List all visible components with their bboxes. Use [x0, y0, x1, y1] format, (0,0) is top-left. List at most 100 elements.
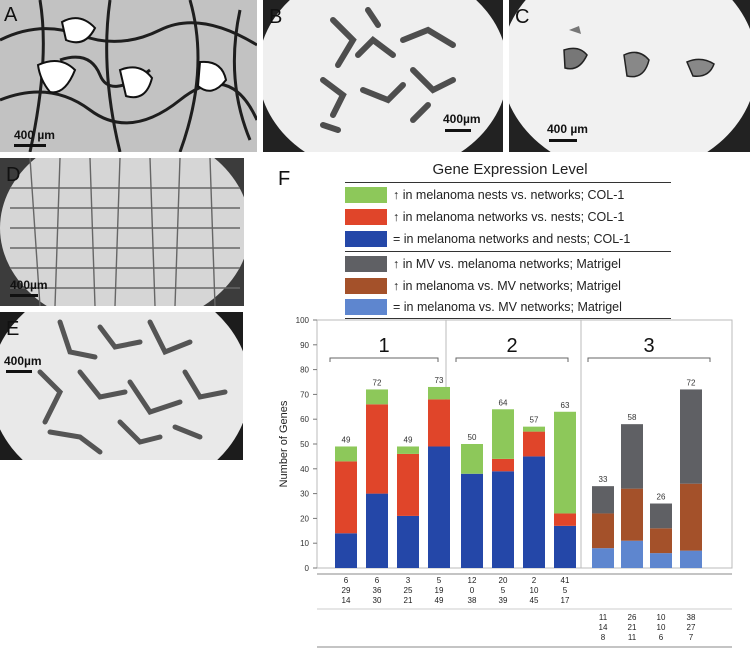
- panel-c-micrograph: C 400 µm: [509, 0, 750, 152]
- legend-text-3: ↑ in MV vs. melanoma networks; Matrigel: [393, 257, 621, 271]
- bar-total-label: 50: [468, 433, 477, 442]
- panel-f-label: F: [278, 168, 291, 190]
- bar-segment: [397, 446, 419, 454]
- panel-d-network-image: [0, 158, 244, 306]
- bar-segment: [461, 473, 483, 568]
- table-cell: 8: [601, 633, 606, 642]
- bar-segment: [492, 471, 514, 568]
- bar-segment: [650, 528, 672, 554]
- bar-segment: [523, 431, 545, 457]
- panel-c-nests-image: [509, 0, 750, 152]
- panel-c-scale-label: 400 µm: [547, 122, 588, 136]
- bar-segment: [523, 426, 545, 432]
- table-cell: 5: [437, 576, 442, 585]
- panel-a-scale-label: 400 µm: [14, 128, 55, 142]
- table-cell: 5: [563, 586, 568, 595]
- table-cell: 10: [530, 586, 539, 595]
- group-bracket: [455, 357, 569, 362]
- table-cell: 21: [628, 623, 637, 632]
- y-tick-label: 60: [300, 415, 309, 424]
- y-tick-label: 0: [305, 564, 310, 573]
- bar-segment: [650, 553, 672, 568]
- table-cell: 14: [599, 623, 608, 632]
- table-cell: 38: [468, 596, 477, 605]
- table-cell: 10: [657, 613, 666, 622]
- bar-total-label: 57: [530, 416, 539, 425]
- group-label: 2: [506, 335, 517, 357]
- panel-e-micrograph: E 400µm: [0, 312, 243, 460]
- bar-segment: [461, 444, 483, 474]
- table-cell: 36: [373, 586, 382, 595]
- legend-title: Gene Expression Level: [432, 161, 588, 178]
- table-cell: 29: [342, 586, 351, 595]
- table-cell: 14: [342, 596, 351, 605]
- bar-total-label: 73: [435, 376, 444, 385]
- legend-swatch-2: [345, 231, 387, 247]
- bar-segment: [621, 488, 643, 541]
- panel-b-label: B: [269, 6, 283, 28]
- legend-swatch-3: [345, 256, 387, 272]
- table-cell: 26: [628, 613, 637, 622]
- legend-item-2: = in melanoma networks and nests; COL-1: [345, 229, 630, 249]
- panel-b-micrograph: B 400µm: [263, 0, 503, 152]
- panel-b-scale-label: 400µm: [443, 112, 481, 126]
- panel-a-label: A: [4, 4, 18, 26]
- panel-c-label: C: [515, 6, 530, 28]
- legend-item-3: ↑ in MV vs. melanoma networks; Matrigel: [345, 254, 621, 274]
- bar-total-label: 64: [499, 398, 508, 407]
- legend-rule-bottom: [345, 318, 671, 319]
- y-tick-label: 50: [300, 440, 309, 449]
- table-cell: 12: [468, 576, 477, 585]
- table-cell: 45: [530, 596, 539, 605]
- bar-total-label: 58: [628, 413, 637, 422]
- table-cell: 7: [689, 633, 694, 642]
- bar-segment: [428, 386, 450, 400]
- bar-segment: [397, 515, 419, 568]
- table-cell: 39: [499, 596, 508, 605]
- table-cell: 10: [657, 623, 666, 632]
- bar-segment: [680, 483, 702, 551]
- panel-b-network-image: [263, 0, 503, 152]
- bar-segment: [592, 486, 614, 514]
- table-cell: 25: [404, 586, 413, 595]
- bar-segment: [554, 411, 576, 514]
- panel-e-label: E: [6, 318, 20, 340]
- legend-item-5: = in melanoma vs. MV networks; Matrigel: [345, 297, 622, 317]
- bar-total-label: 26: [657, 493, 666, 502]
- legend-text-1: ↑ in melanoma networks vs. nests; COL-1: [393, 210, 625, 224]
- table-cell: 38: [687, 613, 696, 622]
- legend-swatch-5: [345, 299, 387, 315]
- bar-segment: [621, 424, 643, 489]
- table-cell: 27: [687, 623, 696, 632]
- bar-segment: [428, 399, 450, 447]
- panel-d-label: D: [6, 164, 21, 186]
- y-tick-label: 10: [300, 539, 309, 548]
- panel-d-scale-label: 400µm: [10, 278, 48, 292]
- bar-segment: [523, 456, 545, 568]
- y-tick-label: 90: [300, 341, 309, 350]
- y-tick-label: 20: [300, 514, 309, 523]
- legend-rule-mid: [345, 251, 671, 252]
- panel-c-scale-bar: [549, 139, 577, 142]
- legend-swatch-0: [345, 187, 387, 203]
- group-label: 3: [643, 335, 654, 357]
- bar-segment: [554, 513, 576, 526]
- bar-segment: [621, 540, 643, 568]
- legend-text-5: = in melanoma vs. MV networks; Matrigel: [393, 300, 622, 314]
- bar-total-label: 72: [373, 378, 382, 387]
- table-cell: 0: [470, 586, 475, 595]
- bar-segment: [592, 548, 614, 568]
- legend-text-2: = in melanoma networks and nests; COL-1: [393, 232, 631, 246]
- panel-d-scale-bar: [10, 294, 38, 297]
- table-cell: 41: [561, 576, 570, 585]
- table-cell: 6: [344, 576, 349, 585]
- bar-total-label: 33: [599, 475, 608, 484]
- table-cell: 20: [499, 576, 508, 585]
- legend-item-1: ↑ in melanoma networks vs. nests; COL-1: [345, 207, 624, 227]
- bar-segment: [366, 389, 388, 405]
- legend-text-4: ↑ in melanoma vs. MV networks; Matrigel: [393, 279, 621, 293]
- bar-segment: [335, 533, 357, 568]
- table-cell: 21: [404, 596, 413, 605]
- legend-swatch-1: [345, 209, 387, 225]
- table-cell: 6: [659, 633, 664, 642]
